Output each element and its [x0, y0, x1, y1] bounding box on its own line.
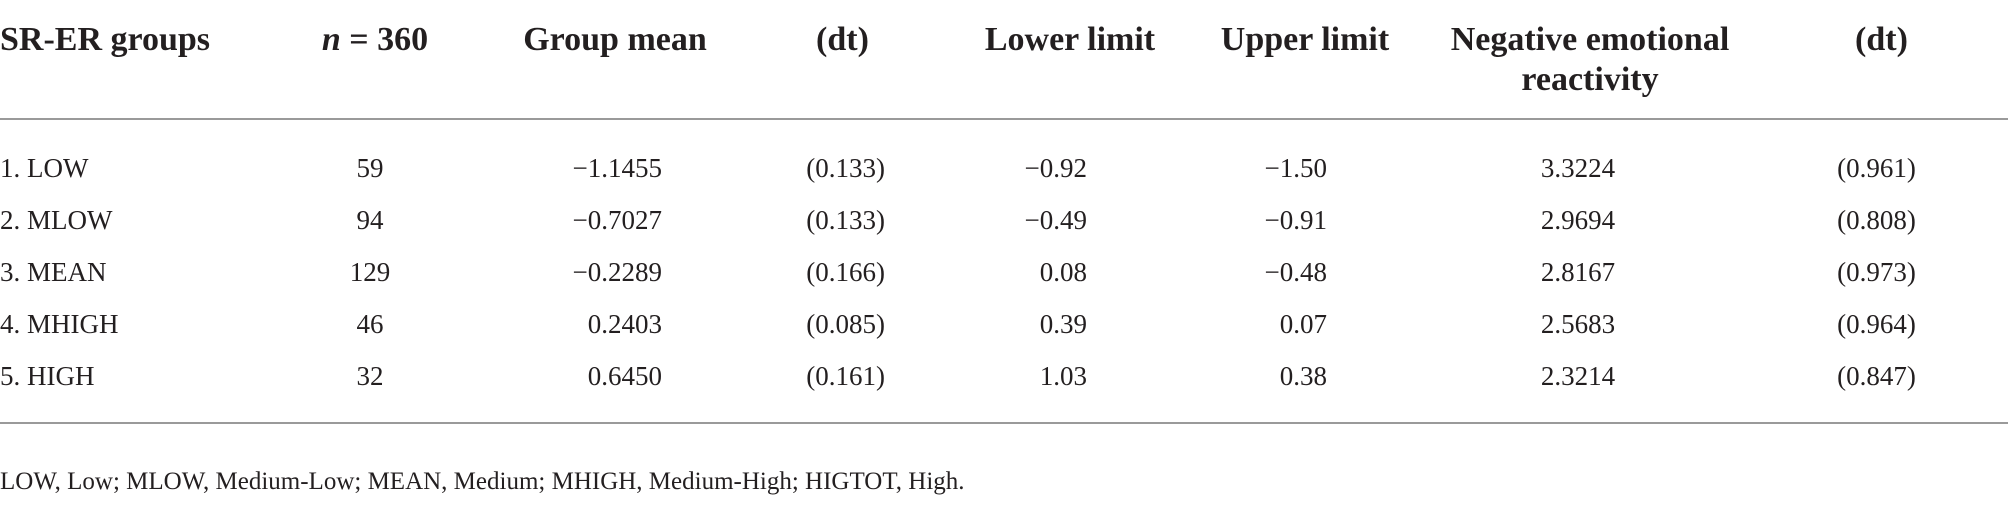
cell-negative-emotional-reactivity: 3.3224 [1540, 153, 1616, 183]
cell-n: 32 [356, 361, 384, 391]
cell-upper-limit: 0.38 [1279, 361, 1327, 391]
header-n: n = 360 [250, 0, 500, 119]
cell-group: 1. LOW [0, 153, 89, 183]
cell-group: 5. HIGH [0, 361, 95, 391]
cell-lower-limit: 1.03 [1039, 361, 1087, 391]
cell-dt-2: (0.808) [1837, 205, 1916, 235]
cell-n: 59 [356, 153, 384, 183]
header-lower-limit: Lower limit [984, 21, 1156, 58]
cell-lower-limit: 0.39 [1039, 309, 1087, 339]
cell-negative-emotional-reactivity: 2.9694 [1540, 205, 1616, 235]
cell-dt-2: (0.847) [1837, 361, 1916, 391]
cell-lower-limit: 0.08 [1039, 257, 1087, 287]
table-row: 5. HIGH 32 0.6450 (0.161) 1.03 0.38 2.32… [0, 350, 2008, 423]
header-dt-1: (dt) [816, 21, 869, 58]
cell-group-mean: −0.2289 [572, 257, 662, 287]
cell-dt-2: (0.964) [1837, 309, 1916, 339]
cell-group-mean: 0.2403 [587, 309, 662, 339]
cell-group-mean: −0.7027 [572, 205, 662, 235]
cell-group: 4. MHIGH [0, 309, 119, 339]
table-footnote: LOW, Low; MLOW, Medium-Low; MEAN, Medium… [0, 468, 965, 495]
cell-group: 2. MLOW [0, 205, 113, 235]
header-dt-2: (dt) [1855, 21, 1908, 58]
table-header: SR-ER groups n = 360 Group mean (dt) Low… [0, 0, 2008, 119]
cell-dt-1: (0.085) [806, 309, 885, 339]
data-table-container: SR-ER groups n = 360 Group mean (dt) Low… [0, 0, 2008, 423]
header-n-value: = 360 [340, 21, 429, 58]
header-upper-limit: Upper limit [1220, 21, 1390, 58]
cell-upper-limit: −1.50 [1264, 153, 1327, 183]
cell-dt-2: (0.973) [1837, 257, 1916, 287]
header-n-symbol: n [321, 21, 341, 58]
cell-dt-1: (0.161) [806, 361, 885, 391]
header-negative-emotional-reactivity: Negative emotional reactivity [1450, 21, 1730, 98]
cell-n: 94 [356, 205, 384, 235]
cell-lower-limit: −0.92 [1024, 153, 1087, 183]
header-group-mean: Group mean [523, 21, 707, 58]
table-row: 2. MLOW 94 −0.7027 (0.133) −0.49 −0.91 2… [0, 194, 2008, 246]
cell-upper-limit: 0.07 [1279, 309, 1327, 339]
cell-group: 3. MEAN [0, 257, 107, 287]
cell-negative-emotional-reactivity: 2.5683 [1540, 309, 1616, 339]
cell-group-mean: 0.6450 [587, 361, 662, 391]
cell-upper-limit: −0.91 [1264, 205, 1327, 235]
header-row: SR-ER groups n = 360 Group mean (dt) Low… [0, 0, 2008, 119]
cell-dt-2: (0.961) [1837, 153, 1916, 183]
cell-group-mean: −1.1455 [572, 153, 662, 183]
table-row: 1. LOW 59 −1.1455 (0.133) −0.92 −1.50 3.… [0, 119, 2008, 194]
cell-n: 46 [356, 309, 384, 339]
table-row: 3. MEAN 129 −0.2289 (0.166) 0.08 −0.48 2… [0, 246, 2008, 298]
cell-negative-emotional-reactivity: 2.3214 [1540, 361, 1616, 391]
header-sr-er-groups: SR-ER groups [0, 21, 211, 58]
cell-negative-emotional-reactivity: 2.8167 [1540, 257, 1616, 287]
sr-er-groups-table: SR-ER groups n = 360 Group mean (dt) Low… [0, 0, 2008, 423]
cell-dt-1: (0.133) [806, 153, 885, 183]
cell-n: 129 [349, 257, 391, 287]
cell-lower-limit: −0.49 [1024, 205, 1087, 235]
cell-dt-1: (0.133) [806, 205, 885, 235]
cell-upper-limit: −0.48 [1264, 257, 1327, 287]
table-body: 1. LOW 59 −1.1455 (0.133) −0.92 −1.50 3.… [0, 119, 2008, 423]
table-row: 4. MHIGH 46 0.2403 (0.085) 0.39 0.07 2.5… [0, 298, 2008, 350]
cell-dt-1: (0.166) [806, 257, 885, 287]
